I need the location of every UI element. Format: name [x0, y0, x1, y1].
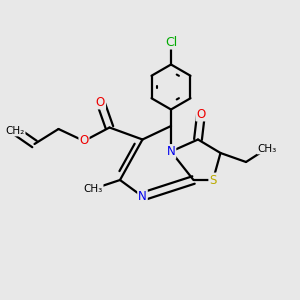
Text: N: N: [167, 145, 176, 158]
Text: Cl: Cl: [165, 35, 177, 49]
Text: N: N: [138, 190, 147, 203]
Text: CH₃: CH₃: [83, 184, 103, 194]
Text: CH₃: CH₃: [257, 143, 277, 154]
Text: CH₂: CH₂: [5, 125, 25, 136]
Text: O: O: [96, 95, 105, 109]
Text: O: O: [80, 134, 88, 148]
Text: O: O: [196, 107, 206, 121]
Text: S: S: [209, 173, 217, 187]
